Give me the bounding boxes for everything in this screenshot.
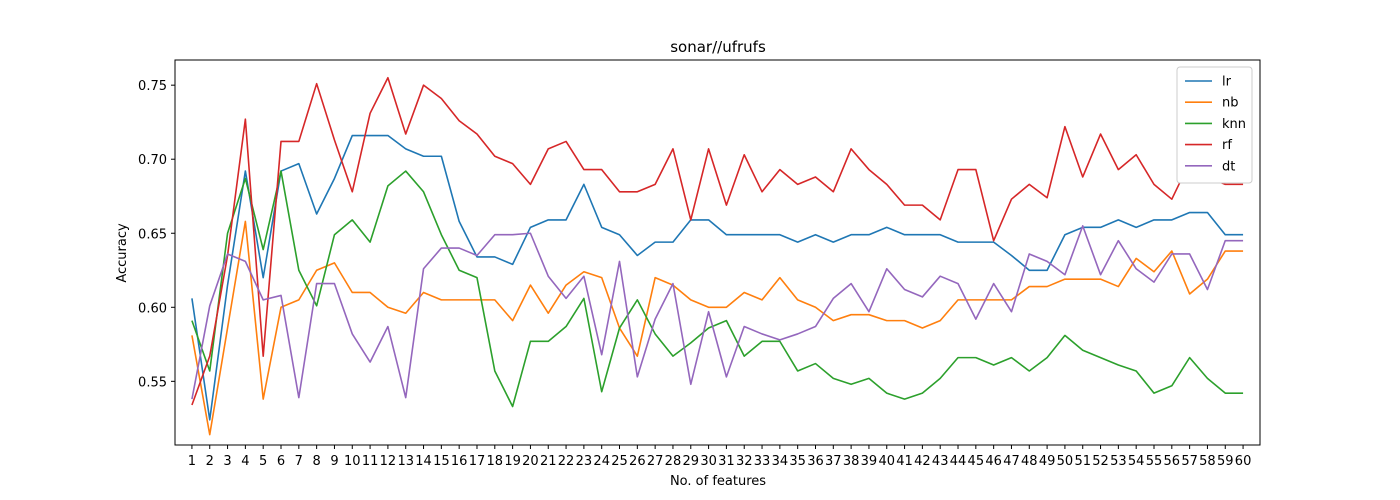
x-tick-label: 5 [259,454,267,469]
y-tick-label: 0.70 [138,153,167,168]
x-tick-label: 58 [1199,454,1216,469]
x-tick-label: 56 [1164,454,1181,469]
x-tick-label: 13 [397,454,414,469]
x-tick-label: 4 [241,454,249,469]
x-tick-label: 38 [843,454,860,469]
x-tick-label: 10 [344,454,361,469]
legend-label-lr: lr [1222,75,1232,90]
x-tick-label: 14 [415,454,432,469]
x-tick-label: 51 [1074,454,1091,469]
x-tick-label: 60 [1235,454,1252,469]
x-tick-label: 16 [451,454,468,469]
x-tick-label: 6 [277,454,285,469]
x-tick-label: 43 [932,454,949,469]
plot-lines [191,76,1244,436]
x-tick-label: 36 [807,454,824,469]
legend-label-nb: nb [1222,96,1239,111]
y-axis: 0.55 0.60 0.65 0.70 0.75 [138,79,175,390]
x-tick-label: 48 [1021,454,1038,469]
x-tick-label: 57 [1181,454,1198,469]
x-tick-label: 25 [611,454,628,469]
series-line-rf [191,76,1244,406]
x-tick-label: 11 [362,454,379,469]
x-tick-label: 27 [647,454,664,469]
x-tick-label: 40 [878,454,895,469]
legend-label-dt: dt [1222,159,1235,174]
series-line-knn [191,170,1244,408]
x-tick-label: 55 [1146,454,1163,469]
x-tick-label: 50 [1057,454,1074,469]
x-tick-label: 32 [736,454,753,469]
x-tick-label: 52 [1092,454,1109,469]
y-axis-label: Accuracy [115,223,130,283]
series-line-nb [191,220,1244,436]
x-tick-label: 34 [772,454,789,469]
x-tick-label: 21 [540,454,557,469]
x-tick-label: 1 [188,454,196,469]
x-tick-label: 39 [861,454,878,469]
x-tick-label: 44 [950,454,967,469]
x-tick-label: 54 [1128,454,1145,469]
x-tick-label: 33 [754,454,771,469]
x-tick-label: 30 [700,454,717,469]
x-tick-label: 22 [558,454,575,469]
y-tick-label: 0.75 [138,79,167,94]
x-tick-label: 19 [504,454,521,469]
x-tick-label: 42 [914,454,931,469]
x-tick-label: 20 [522,454,539,469]
x-axis-label: No. of features [670,474,766,489]
x-tick-label: 17 [469,454,486,469]
x-tick-label: 8 [312,454,320,469]
x-tick-label: 46 [985,454,1002,469]
legend-label-rf: rf [1222,138,1232,153]
x-tick-label: 18 [487,454,504,469]
x-tick-label: 53 [1110,454,1127,469]
x-tick-label: 9 [330,454,338,469]
x-tick-label: 3 [223,454,231,469]
y-tick-label: 0.55 [138,375,167,390]
x-tick-label: 59 [1217,454,1234,469]
x-tick-label: 24 [593,454,610,469]
y-tick-label: 0.65 [138,227,167,242]
x-tick-label: 7 [295,454,303,469]
x-tick-label: 23 [576,454,593,469]
x-tick-label: 2 [206,454,214,469]
x-tick-label: 28 [665,454,682,469]
x-tick-label: 26 [629,454,646,469]
x-tick-label: 41 [896,454,913,469]
legend: lr nb knn rf dt [1176,66,1253,184]
chart-title: sonar//ufrufs [670,38,766,56]
series-line-dt [191,225,1244,400]
plot-frame [174,59,1261,446]
x-tick-label: 45 [968,454,985,469]
x-tick-label: 29 [683,454,700,469]
x-tick-label: 37 [825,454,842,469]
x-tick-label: 31 [718,454,735,469]
x-tick-label: 12 [380,454,397,469]
series-line-lr [191,134,1244,421]
y-tick-label: 0.60 [138,301,167,316]
x-tick-label: 15 [433,454,450,469]
x-axis: 1 2 3 4 5 6 7 8 9 10 11 12 13 14 15 16 17 18 19 20 21 22 23 24 2… [188,445,1252,469]
legend-box [1176,66,1253,184]
x-tick-label: 47 [1003,454,1020,469]
x-tick-label: 49 [1039,454,1056,469]
x-tick-label: 35 [789,454,806,469]
legend-label-knn: knn [1222,117,1246,132]
